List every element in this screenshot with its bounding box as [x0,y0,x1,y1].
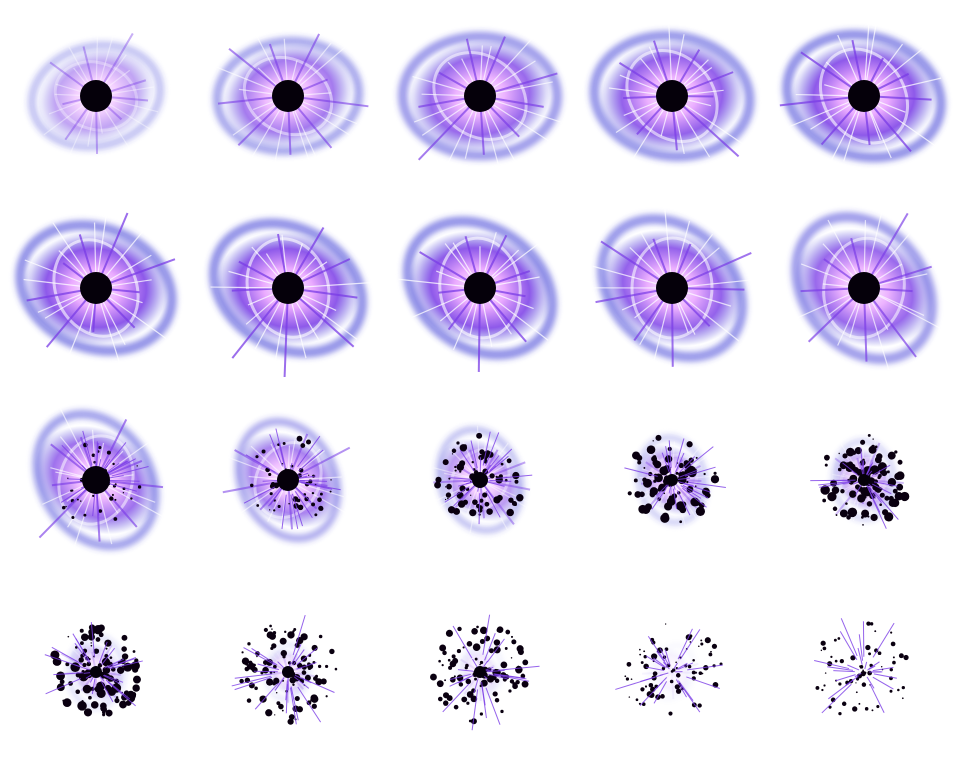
inner-ring [52,238,140,338]
swirl-ring [402,216,558,360]
dark-core [282,666,294,678]
dark-core [848,272,880,304]
vortex-sprite [624,434,726,526]
debris-particles [624,434,726,524]
vortex-sprite [231,614,338,725]
sprite-frame-17 [192,576,384,768]
vortex-sprite [208,218,372,378]
sprite-frame-10 [768,192,960,384]
vortex-sprite [430,614,540,731]
dark-core [656,272,688,304]
inner-ring [245,237,331,339]
dark-core [848,80,880,112]
swirl-ring [27,41,165,151]
inner-ring [53,60,139,132]
swirl-ring [32,409,160,551]
vortex-sprite [222,417,351,543]
swirl-ring [589,30,755,162]
dark-core [474,666,486,678]
swirl-ring [397,31,563,161]
vortex-sprite [589,6,755,162]
dark-core [666,474,678,486]
dark-core [82,466,110,494]
inner-ring [625,49,719,143]
vortex-sprite [433,425,533,534]
dark-core [656,80,688,112]
dark-core [472,472,488,488]
inner-ring [818,47,910,145]
vortex-sprite [212,31,369,175]
dark-core [464,80,496,112]
dark-core [90,666,102,678]
debris-particles [814,618,909,716]
vortex-sprite [779,18,946,163]
debris-particles [810,433,910,529]
sprite-frame-1 [0,0,192,192]
dark-core [464,272,496,304]
swirl-ring [234,417,342,543]
sprite-frame-19 [576,576,768,768]
vortex-sprite [397,30,563,166]
sprite-frame-9 [576,192,768,384]
debris-particles [615,623,723,716]
sprite-frame-7 [192,192,384,384]
sprite-frame-16 [0,576,192,768]
swirl-ring [435,426,525,534]
dark-core [80,80,112,112]
sprite-frame-8 [384,192,576,384]
swirl-ring [782,29,946,163]
sprite-frame-11 [0,384,192,576]
swirl-ring [790,211,938,365]
sprite-frame-5 [768,0,960,192]
sprite-frame-6 [0,192,192,384]
dark-core [80,272,112,304]
swirl-ring [596,214,748,362]
dark-core [858,474,870,486]
vortex-sprite [27,32,165,158]
vortex-sprite [585,208,760,367]
sprite-frame-18 [384,576,576,768]
sprite-frame-12 [192,384,384,576]
dark-core [272,272,304,304]
sprite-frame-3 [384,0,576,192]
debris-particles [231,614,338,725]
sprite-frame-2 [192,0,384,192]
dark-core [277,469,299,491]
vortex-sprite [786,209,940,371]
swirl-ring [212,36,364,156]
vortex-sprite [810,433,910,529]
sprite-frame-13 [384,384,576,576]
vortex-sprite [44,621,143,717]
vortex-sprite [15,203,177,369]
inner-ring [432,51,528,141]
dark-core [272,80,304,112]
sprite-frame-20 [768,576,960,768]
sprite-frame-4 [576,0,768,192]
vortex-sprite [615,623,723,716]
vortex-sprite [814,618,909,716]
swirl-ring [208,218,368,358]
sprite-frame-15 [768,384,960,576]
inner-ring [57,434,135,526]
vortex-sprite [32,407,164,551]
sprite-frame-14 [576,384,768,576]
inner-ring [438,236,522,340]
vortex-sprite [398,216,558,372]
inner-ring [822,236,906,340]
